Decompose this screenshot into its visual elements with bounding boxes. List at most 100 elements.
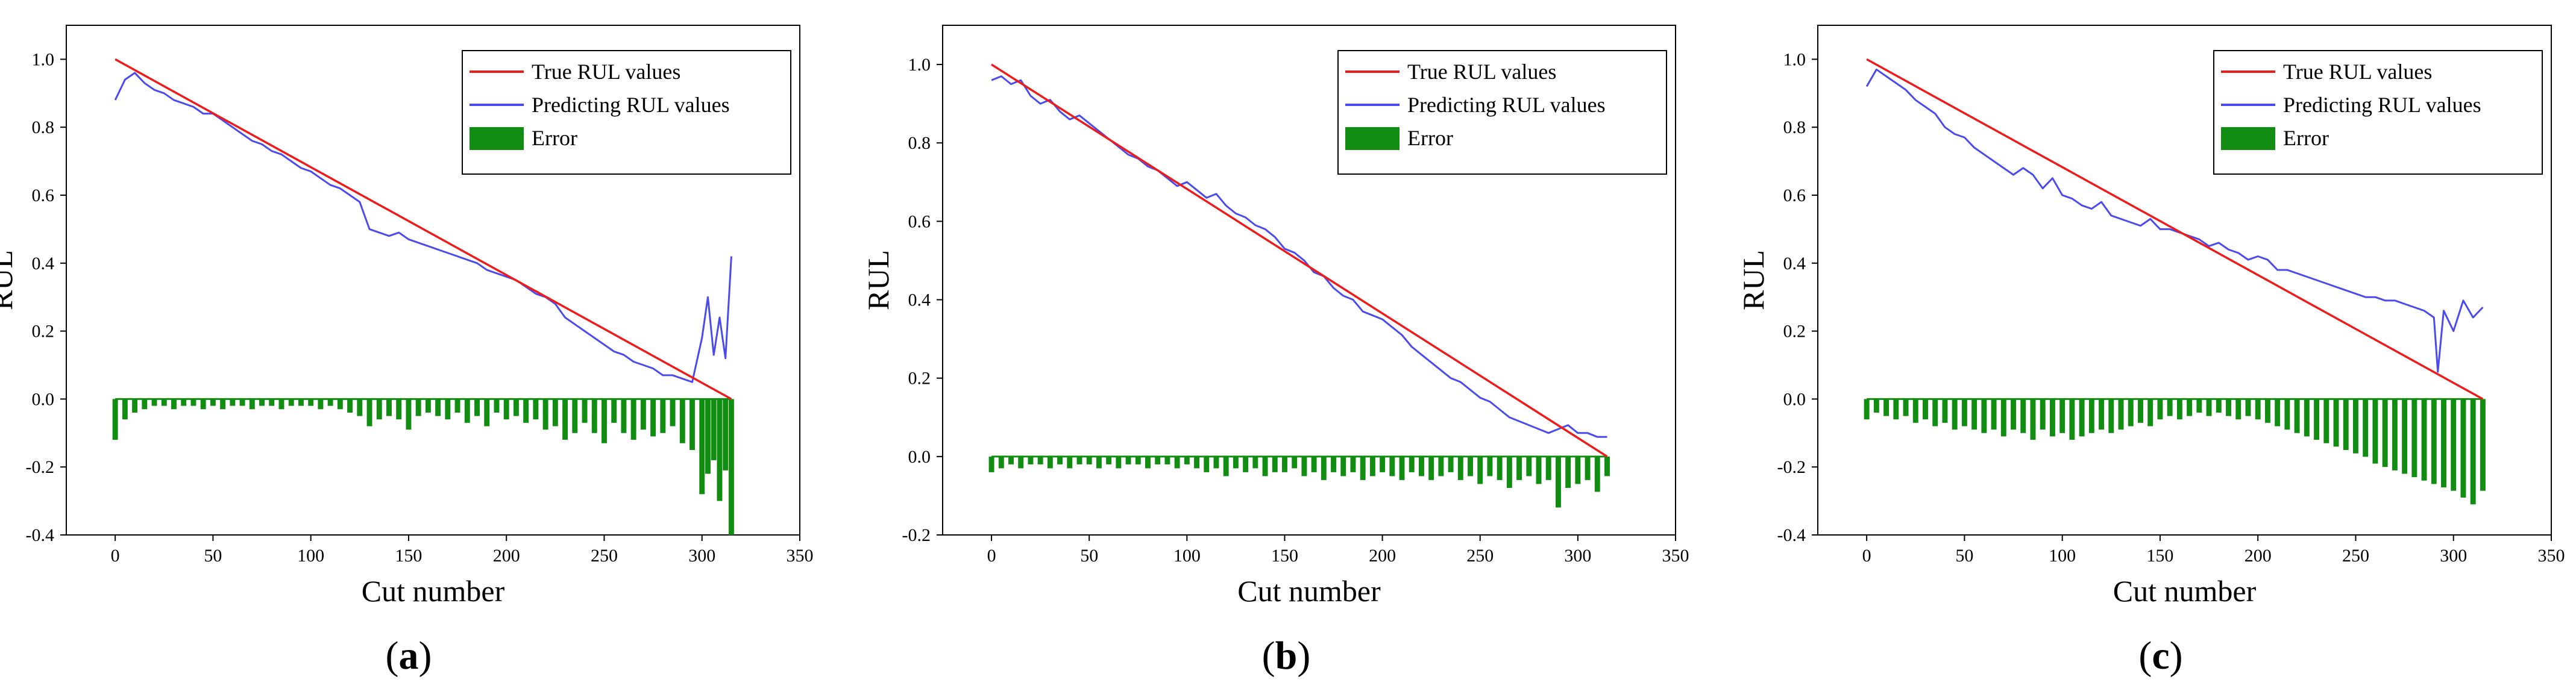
error-bar [112, 399, 118, 440]
y-tick-label: 0.2 [32, 322, 55, 342]
error-bar [2167, 399, 2173, 416]
y-tick-label: -0.2 [1777, 457, 1806, 477]
error-bar [2382, 399, 2388, 467]
error-bar [1873, 399, 1879, 413]
error-bar [1262, 456, 1268, 477]
x-tick-label: 150 [395, 546, 422, 566]
error-bar [1116, 456, 1122, 469]
error-bar [1457, 456, 1463, 480]
error-bar [1893, 399, 1899, 420]
error-bar [1516, 456, 1522, 480]
error-bar [611, 399, 617, 423]
x-tick-label: 250 [591, 546, 618, 566]
error-bar [2049, 399, 2055, 437]
error-bar [1125, 456, 1131, 464]
panel-label-open: ( [386, 634, 399, 678]
error-bar [1057, 456, 1063, 464]
y-tick-label: 0.2 [908, 369, 931, 389]
error-bar [2363, 399, 2369, 457]
error-bar [2226, 399, 2231, 416]
error-bar [2411, 399, 2417, 478]
error-bar [1213, 456, 1219, 469]
error-bar [1526, 456, 1532, 477]
error-bar [1971, 399, 1978, 430]
error-bar [278, 399, 284, 410]
x-tick-label: 0 [1862, 546, 1871, 566]
panel-label-close: ) [1297, 634, 1310, 678]
x-tick-label: 200 [1369, 546, 1396, 566]
error-bar [1223, 456, 1229, 477]
error-bar [259, 399, 265, 406]
error-bar [723, 399, 729, 470]
panel-label-letter: c [2152, 634, 2169, 678]
error-bar [1923, 399, 1928, 420]
error-bar [151, 399, 157, 406]
y-tick-label: 0.2 [1783, 322, 1806, 342]
error-bar [269, 399, 275, 406]
error-bar [2235, 399, 2241, 420]
y-tick-label: 0.8 [908, 133, 931, 153]
true-rul-line [1866, 58, 2484, 400]
x-axis-title: Cut number [1237, 574, 1381, 608]
error-bar [1545, 456, 1551, 480]
error-bar [2030, 399, 2036, 440]
y-axis-title: RUL [0, 250, 19, 310]
error-bar [337, 399, 343, 410]
error-bar [1506, 456, 1512, 488]
error-bar [2176, 399, 2182, 420]
y-tick-label: 0.0 [1783, 389, 1806, 409]
error-bar [513, 399, 519, 416]
error-bar [376, 399, 382, 420]
legend-error-swatch [1345, 127, 1400, 150]
panel-b: 0 50 100 150 200 250 300 350 -0.2 0.0 0.2 0.4 0.6 0.8… [861, 25, 1689, 678]
x-tick-label: 300 [2440, 546, 2467, 566]
y-tick-label: 1.0 [1783, 49, 1806, 69]
error-bar [425, 399, 431, 413]
panel-label-close: ) [2170, 634, 2183, 678]
error-bar [998, 456, 1004, 469]
error-bar [523, 399, 529, 423]
error-bar [318, 399, 324, 410]
error-bar [210, 399, 216, 406]
x-tick-label: 100 [1173, 546, 1201, 566]
x-tick-label: 200 [493, 546, 520, 566]
error-bar [142, 399, 148, 410]
error-bar [602, 399, 607, 443]
error-bar [386, 399, 392, 416]
legend-error-label: Error [532, 126, 577, 150]
error-bar [1389, 456, 1395, 477]
legend-true-label: True RUL values [532, 60, 680, 84]
error-bar [2441, 399, 2446, 488]
x-tick-label: 300 [1564, 546, 1591, 566]
panel-a: 0 50 100 150 200 250 300 350 -0.4 -0.2 0.0 0.2 0.4 0.… [0, 25, 814, 678]
error-bar [2304, 399, 2310, 437]
error-bar [445, 399, 451, 420]
legend-error-swatch [470, 127, 524, 150]
y-axis-title: RUL [861, 250, 895, 310]
error-bar [2333, 399, 2339, 447]
error-bar [552, 399, 558, 427]
error-bar [347, 399, 353, 413]
error-bar [1321, 456, 1327, 480]
x-tick-label: 150 [1271, 546, 1298, 566]
error-bar [2011, 399, 2016, 430]
error-bar [1428, 456, 1434, 480]
error-bar [2187, 399, 2193, 416]
error-bar [2079, 399, 2085, 437]
y-axis-title: RUL [1736, 250, 1770, 310]
true-rul-line [991, 63, 1608, 458]
x-tick-label: 350 [787, 546, 814, 566]
error-bar [239, 399, 245, 406]
error-bar [1991, 399, 1997, 430]
legend-error-label: Error [1407, 126, 1453, 150]
y-tick-label: 1.0 [32, 49, 55, 69]
panel-label-open: ( [1262, 634, 1275, 678]
x-tick-label: 350 [1662, 546, 1689, 566]
y-tick-label: 0.6 [1783, 186, 1806, 205]
panel-label: (b) [1262, 634, 1311, 678]
error-bar [2294, 399, 2300, 433]
error-bar [454, 399, 460, 413]
plot-frame [942, 25, 1676, 536]
error-bar [2323, 399, 2329, 443]
error-bar [1233, 456, 1239, 469]
